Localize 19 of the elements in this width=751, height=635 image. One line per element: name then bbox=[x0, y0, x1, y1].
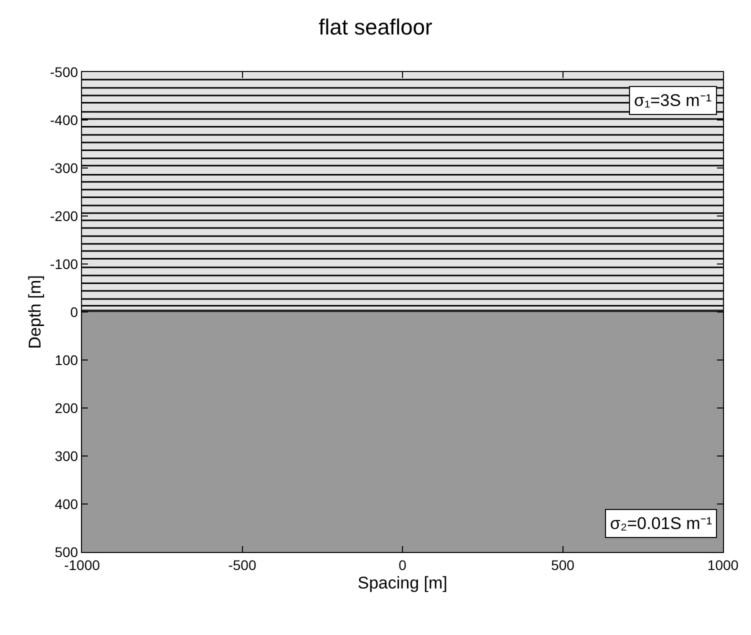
chart-title: flat seafloor bbox=[318, 14, 432, 40]
y-tick-label: 100 bbox=[54, 352, 78, 368]
y-tick-label: -400 bbox=[50, 112, 78, 128]
y-tick-label: -200 bbox=[50, 208, 78, 224]
y-tick-label: 300 bbox=[54, 448, 78, 464]
annotation: σ₁=3S m⁻¹ bbox=[634, 91, 712, 110]
y-axis-title: Depth [m] bbox=[26, 275, 45, 349]
x-tick-label: -500 bbox=[228, 556, 256, 573]
x-tick-label: 0 bbox=[398, 556, 407, 573]
annotation: σ₂=0.01S m⁻¹ bbox=[610, 514, 712, 533]
y-tick-label: -100 bbox=[50, 256, 78, 272]
y-tick-label: 200 bbox=[54, 400, 78, 416]
x-tick-label: 1000 bbox=[707, 556, 739, 573]
x-axis-title: Spacing [m] bbox=[358, 573, 448, 592]
x-tick-label: 500 bbox=[551, 556, 575, 573]
y-tick-label: -300 bbox=[50, 160, 78, 176]
y-tick-label: 0 bbox=[70, 304, 78, 320]
y-tick-label: 400 bbox=[54, 496, 78, 512]
y-tick-label: -500 bbox=[50, 64, 78, 80]
